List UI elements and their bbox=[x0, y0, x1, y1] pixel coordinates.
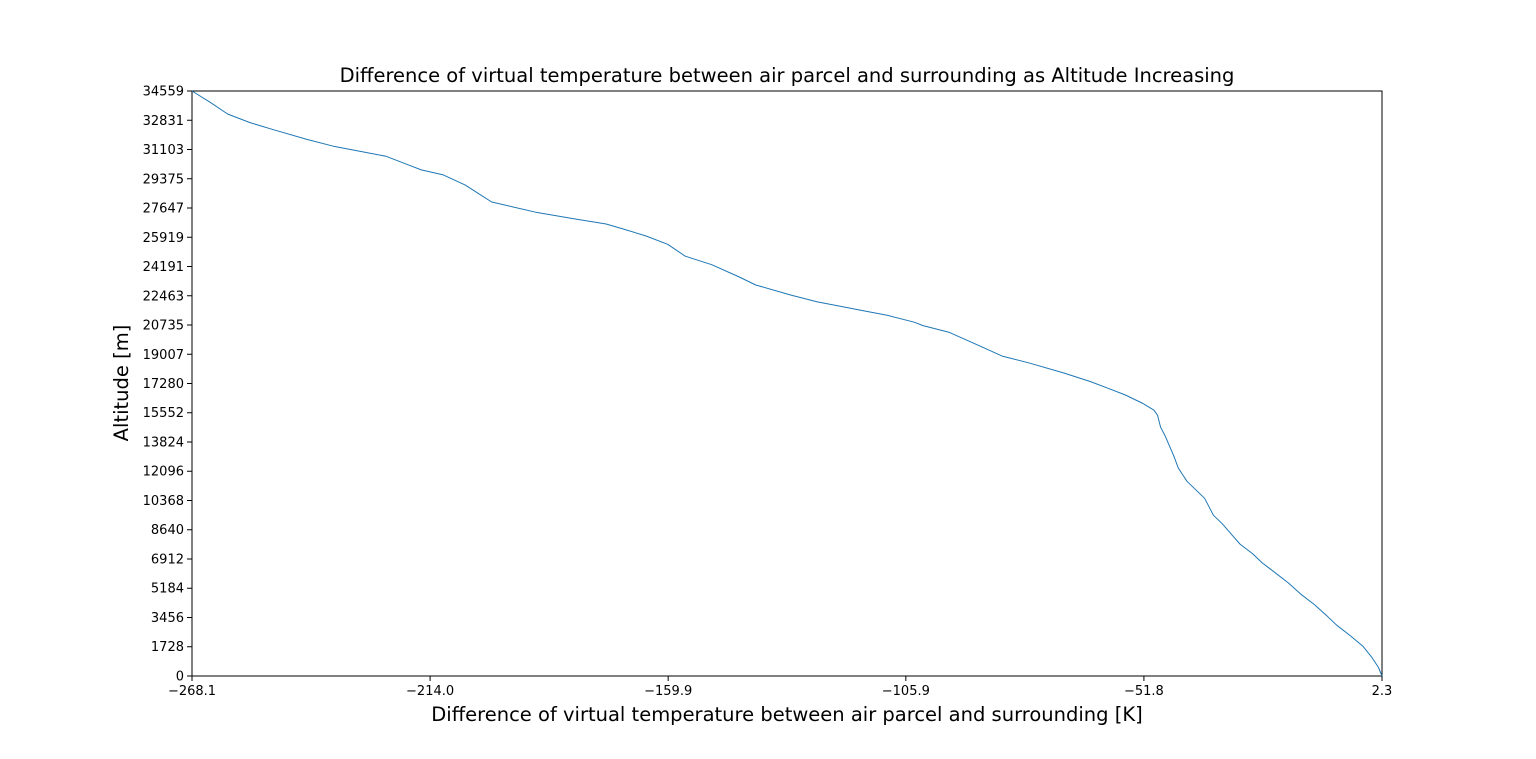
y-tick-label: 34559 bbox=[143, 85, 184, 100]
y-tick-label: 17280 bbox=[143, 377, 184, 392]
x-tick-label: 2.3 bbox=[1372, 684, 1393, 699]
chart-title: Difference of virtual temperature betwee… bbox=[340, 64, 1235, 87]
y-tick-label: 24191 bbox=[143, 260, 184, 275]
x-axis-ticks: −268.1 −214.0 −159.9 −105.9 −51.8 2.3 bbox=[168, 676, 1392, 699]
y-tick-label: 29375 bbox=[143, 172, 184, 187]
y-tick-label: 32831 bbox=[143, 114, 184, 129]
y-tick-label: 25919 bbox=[143, 231, 184, 246]
y-tick-label: 3456 bbox=[151, 611, 184, 626]
y-tick-label: 15552 bbox=[143, 406, 184, 421]
plot-frame bbox=[191, 90, 1383, 677]
y-tick-label: 5184 bbox=[151, 582, 184, 597]
y-tick-label: 6912 bbox=[151, 552, 184, 567]
x-axis-label: Difference of virtual temperature betwee… bbox=[431, 703, 1142, 726]
x-tick-label: −105.9 bbox=[882, 684, 930, 699]
y-tick-label: 22463 bbox=[143, 289, 184, 304]
y-tick-label: 27647 bbox=[143, 202, 184, 217]
y-tick-label: 13824 bbox=[143, 435, 184, 450]
y-tick-label: 31103 bbox=[143, 143, 184, 158]
series-layer bbox=[191, 90, 1383, 677]
x-tick-label: −159.9 bbox=[644, 684, 692, 699]
x-tick-label: −51.8 bbox=[1124, 684, 1164, 699]
y-tick-label: 12096 bbox=[143, 465, 184, 480]
y-tick-label: 0 bbox=[176, 670, 184, 685]
y-tick-label: 8640 bbox=[151, 523, 184, 538]
y-tick-label: 1728 bbox=[151, 640, 184, 655]
y-axis-ticks: 0 1728 3456 5184 6912 8640 10368 12096 13824 1555… bbox=[143, 85, 192, 685]
y-tick-label: 19007 bbox=[143, 348, 184, 363]
x-tick-label: −268.1 bbox=[168, 684, 216, 699]
plot-area bbox=[191, 90, 1383, 677]
x-tick-label: −214.0 bbox=[406, 684, 454, 699]
y-tick-label: 20735 bbox=[143, 319, 184, 334]
y-tick-label: 10368 bbox=[143, 494, 184, 509]
series-line bbox=[191, 90, 1383, 677]
y-axis-label: Altitude [m] bbox=[110, 325, 133, 442]
